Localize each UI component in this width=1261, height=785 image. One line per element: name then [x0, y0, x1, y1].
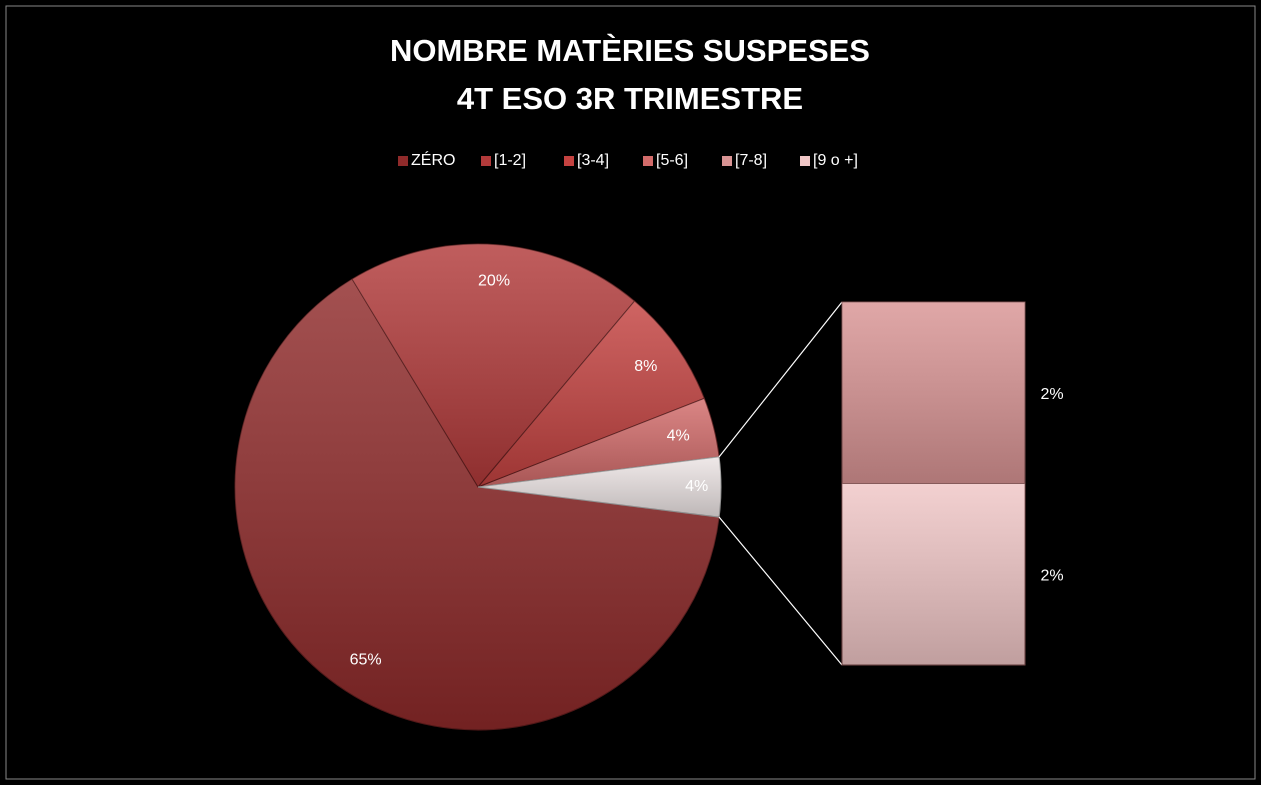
bar-shade: [842, 483, 1025, 665]
data-label: 2%: [1040, 386, 1063, 403]
data-label: 4%: [685, 478, 708, 495]
legend-label: ZÉRO: [411, 150, 455, 169]
chart-title: NOMBRE MATÈRIES SUSPESES: [390, 33, 870, 68]
legend-swatch: [800, 156, 810, 166]
slice-shade: [478, 456, 721, 518]
legend-label: [5-6]: [656, 152, 688, 169]
legend-swatch: [398, 156, 408, 166]
data-label: 8%: [634, 358, 657, 375]
legend-swatch: [481, 156, 491, 166]
legend-label: [1-2]: [494, 152, 526, 169]
legend-swatch: [722, 156, 732, 166]
slice-shade: [352, 244, 635, 487]
chart-title: 4T ESO 3R TRIMESTRE: [457, 81, 803, 116]
legend-swatch: [643, 156, 653, 166]
bar-shade: [842, 302, 1025, 484]
slice-shade: [478, 301, 705, 487]
data-label: 4%: [667, 427, 690, 444]
slice-shade: [234, 279, 720, 730]
data-label: 65%: [350, 652, 382, 669]
connector-line: [718, 516, 843, 666]
legend-swatch: [564, 156, 574, 166]
legend-label: [3-4]: [577, 152, 609, 169]
legend-label: [7-8]: [735, 152, 767, 169]
connector-line: [718, 301, 843, 458]
data-label: 20%: [478, 272, 510, 289]
data-label: 2%: [1040, 567, 1063, 584]
legend-label: [9 o +]: [813, 152, 858, 169]
slice-shade: [478, 398, 720, 487]
